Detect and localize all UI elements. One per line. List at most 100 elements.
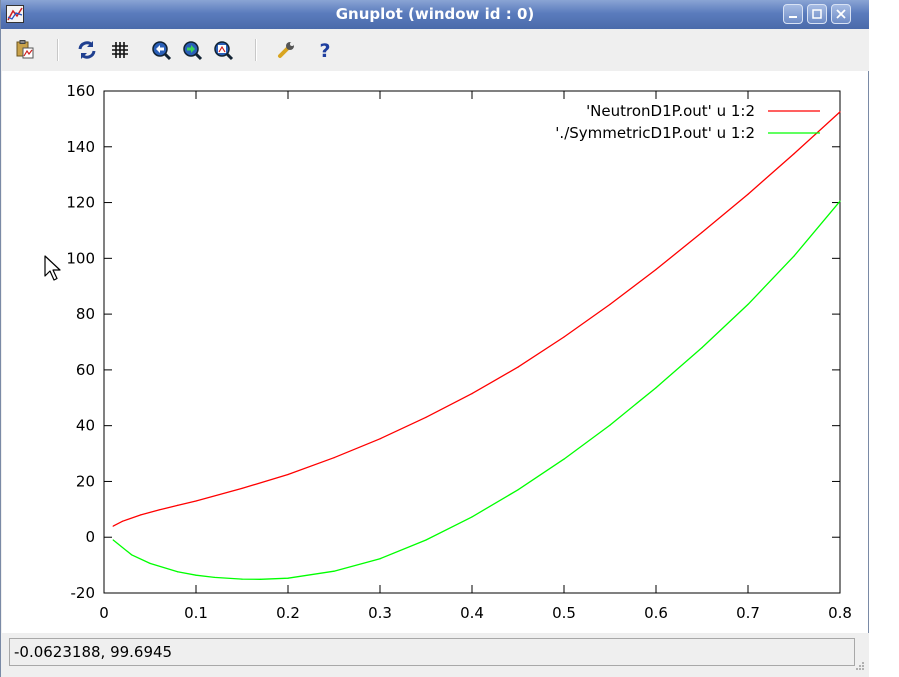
data-point <box>563 458 565 460</box>
data-point <box>517 489 519 491</box>
grid-button[interactable] <box>109 39 131 61</box>
x-tick-label: 0.3 <box>368 604 392 622</box>
data-point <box>839 111 841 113</box>
y-tick-label: 120 <box>66 194 95 212</box>
grid-icon <box>112 42 128 58</box>
help-icon: ? <box>319 40 330 61</box>
data-point <box>195 574 197 576</box>
data-point <box>701 347 703 349</box>
x-tick-label: 0.7 <box>736 604 760 622</box>
resize-grip-icon[interactable] <box>853 661 865 673</box>
zoom-back-icon <box>152 41 172 61</box>
legend-label: 'NeutronD1P.out' u 1:2 <box>586 102 755 120</box>
data-point <box>333 457 335 459</box>
data-point <box>379 558 381 560</box>
data-point <box>425 539 427 541</box>
series-lines <box>112 111 841 580</box>
data-point <box>112 525 114 527</box>
x-tick-label: 0.4 <box>460 604 484 622</box>
data-point <box>747 303 749 305</box>
data-point <box>793 153 795 155</box>
data-point <box>195 500 197 502</box>
mouse-cursor-icon <box>44 255 61 281</box>
data-point <box>333 570 335 572</box>
wrench-icon <box>278 42 294 58</box>
data-point <box>471 393 473 395</box>
x-tick-label: 0.2 <box>276 604 300 622</box>
y-tick-label: 100 <box>66 249 95 267</box>
data-point <box>131 554 133 556</box>
x-tick-label: 0.5 <box>552 604 576 622</box>
data-point <box>839 200 841 202</box>
autoscale-button[interactable] <box>212 39 234 61</box>
data-point <box>793 255 795 257</box>
zoom-forward-icon <box>183 41 203 61</box>
legend: 'NeutronD1P.out' u 1:2 './SymmetricD1P.ou… <box>555 102 820 142</box>
y-tick-label: 80 <box>76 305 95 323</box>
next-zoom-button[interactable] <box>181 39 203 61</box>
data-point <box>177 504 179 506</box>
x-tick-label: 0 <box>99 604 109 622</box>
data-point <box>177 571 179 573</box>
data-point <box>112 539 114 541</box>
data-point <box>140 514 142 516</box>
x-tick-label: 0.8 <box>828 604 852 622</box>
clipboard-icon <box>16 40 34 59</box>
data-point <box>259 578 261 580</box>
close-button[interactable] <box>831 4 851 24</box>
data-point <box>121 520 123 522</box>
y-tick-label: 60 <box>76 361 95 379</box>
y-axis: -20 0 20 40 60 80 100 120 140 160 <box>66 82 840 602</box>
minimize-button[interactable] <box>783 4 803 24</box>
data-point <box>241 578 243 580</box>
gnuplot-window: Gnuplot (window id : 0) <box>0 0 869 677</box>
data-point <box>149 562 151 564</box>
zoom-fit-icon <box>214 41 234 61</box>
plot-frame <box>103 90 841 594</box>
previous-zoom-button[interactable] <box>150 39 172 61</box>
legend-label: './SymmetricD1P.out' u 1:2 <box>555 124 755 142</box>
help-button[interactable]: ? <box>314 39 336 61</box>
x-tick-label: 0.1 <box>184 604 208 622</box>
plot-area[interactable]: -20 0 20 40 60 80 100 120 140 160 0 0.1 0.2 0.3 0.4 0.… <box>2 71 868 633</box>
x-axis: 0 0.1 0.2 0.3 0.4 0.5 0.6 0.7 0.8 <box>99 91 852 622</box>
y-tick-label: -20 <box>71 584 96 602</box>
data-point <box>158 509 160 511</box>
y-tick-label: 20 <box>76 472 95 490</box>
series-line-1 <box>112 111 841 527</box>
data-point <box>287 473 289 476</box>
data-point <box>213 576 215 578</box>
replot-button[interactable] <box>76 39 98 61</box>
y-tick-label: 160 <box>66 82 95 100</box>
minimize-icon <box>789 16 797 18</box>
data-point <box>379 438 381 440</box>
y-tick-label: 40 <box>76 417 95 435</box>
data-point <box>609 424 611 426</box>
data-point <box>655 387 657 389</box>
data-point <box>609 303 611 305</box>
data-point <box>655 268 657 271</box>
copy-to-clipboard-button[interactable] <box>14 39 36 61</box>
y-tick-label: 0 <box>85 528 95 546</box>
data-point <box>747 193 749 195</box>
close-icon <box>836 9 846 19</box>
data-point <box>517 366 519 368</box>
data-point <box>241 487 243 489</box>
refresh-icon <box>78 41 96 59</box>
toolbar-separator <box>255 39 257 61</box>
mouse-coordinates: -0.0623188, 99.6945 <box>9 638 855 666</box>
maximize-button[interactable] <box>807 4 827 24</box>
data-point <box>471 516 473 518</box>
svg-text:?: ? <box>319 40 330 61</box>
data-point <box>563 336 565 338</box>
gnuplot-app-icon <box>6 5 24 23</box>
status-bar: -0.0623188, 99.6945 <box>1 633 869 677</box>
options-button[interactable] <box>275 39 297 61</box>
toolbar-separator <box>57 39 59 61</box>
title-bar[interactable]: Gnuplot (window id : 0) <box>1 0 869 29</box>
data-point <box>701 231 703 233</box>
toolbar: ? <box>1 29 869 71</box>
window-title: Gnuplot (window id : 0) <box>335 5 535 23</box>
maximize-icon <box>812 9 822 19</box>
